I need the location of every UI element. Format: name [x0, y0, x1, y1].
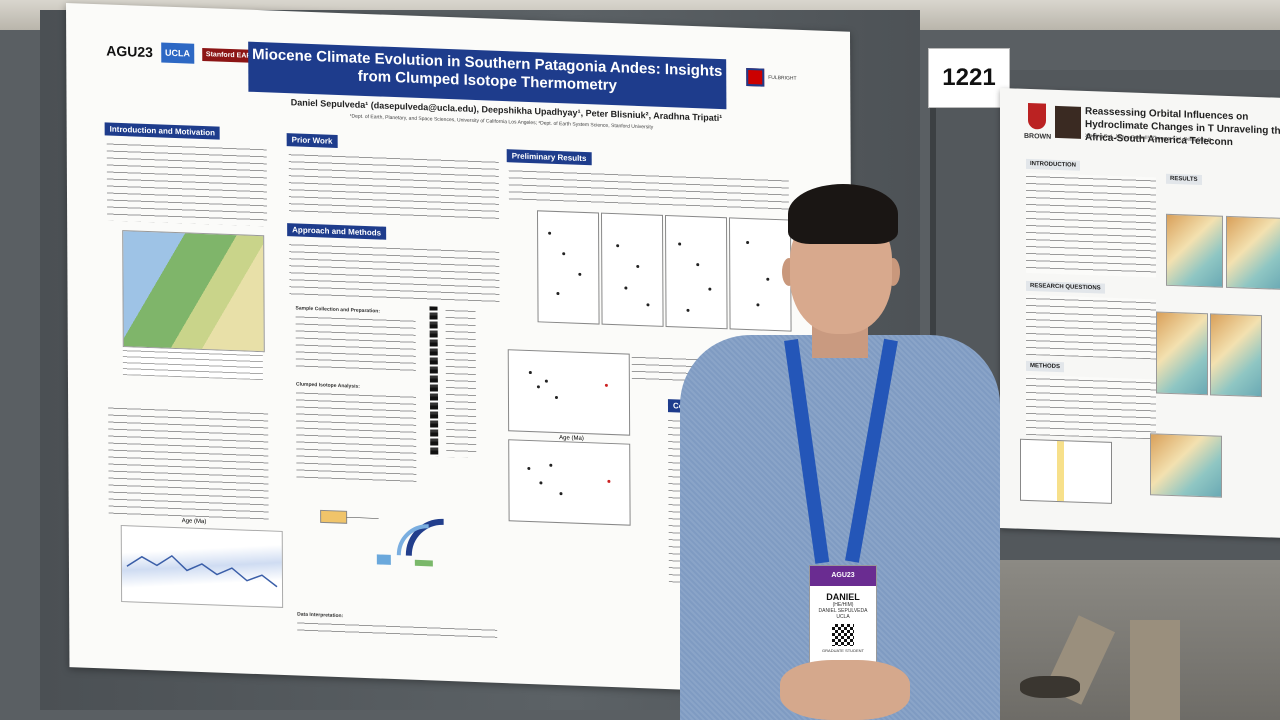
qr-code-icon: [832, 624, 854, 646]
data-point: [549, 463, 553, 467]
booth-number-sign: 1221: [928, 48, 1010, 108]
badge-role: GRADUATE STUDENT: [822, 648, 864, 653]
approach-text: [289, 241, 500, 305]
background-person-leg: [1130, 620, 1180, 720]
poster-right-logos: FULBRIGHT: [746, 67, 816, 89]
co2-curve-figure: [126, 554, 278, 588]
sample-text: [295, 313, 416, 376]
data-point: [536, 385, 540, 389]
research-poster-left: AGU23 UCLA Stanford EARTH Miocene Climat…: [66, 3, 854, 696]
name-badge: AGU23 DANIEL (HE/HIM) DANIEL SEPULVEDA U…: [809, 565, 877, 669]
badge-fullname: DANIEL SEPULVEDA: [818, 608, 868, 614]
prior-work-text: [288, 151, 500, 223]
section-approach-header: Approach and Methods: [287, 223, 387, 240]
ucla-logo: UCLA: [160, 42, 194, 64]
intro-text: [106, 140, 268, 227]
stratigraphic-column-figure: [429, 306, 439, 457]
agu-logo: AGU23: [106, 42, 153, 61]
co2-age-figure: Age (Ma): [120, 518, 284, 608]
data-point: [624, 286, 628, 290]
presenter-person: AGU23 DANIEL (HE/HIM) DANIEL SEPULVEDA U…: [680, 170, 1000, 720]
data-point: [554, 395, 558, 400]
scatter-plot-panel: [600, 212, 664, 327]
data-point: [539, 481, 543, 485]
badge-event: AGU23: [810, 566, 876, 586]
fulbright-logo: FULBRIGHT: [768, 74, 797, 82]
data-point: [527, 466, 531, 471]
chile-flag-icon: [746, 67, 765, 87]
clasped-hands: [780, 660, 910, 720]
data-point: [616, 244, 620, 248]
data-point: [528, 370, 532, 375]
interp-text: [297, 619, 498, 641]
p2-intro-text: [1026, 172, 1156, 278]
data-point: [607, 479, 611, 483]
badge-pronoun: (HE/HIM): [832, 602, 854, 608]
p2-section-methods: METHODS: [1026, 360, 1064, 373]
data-point: [646, 303, 650, 307]
data-point: [636, 264, 640, 269]
section-prelim-header: Preliminary Results: [506, 149, 592, 166]
clumped-isotope-diagram: [320, 509, 444, 567]
data-point: [559, 492, 563, 496]
map-legend: [122, 347, 263, 381]
data-point: [562, 252, 566, 256]
p2-map-figure: [1210, 313, 1262, 398]
scatter-plot-panel: [536, 210, 600, 325]
hair: [788, 184, 898, 244]
geologic-map-figure: [122, 230, 265, 353]
background-person-shoe: [1020, 676, 1080, 698]
badge-org: UCLA: [836, 614, 850, 620]
p2-methods-text: [1026, 374, 1156, 440]
p2-questions-text: [1026, 294, 1156, 360]
data-point: [578, 272, 582, 276]
column-labels: [445, 306, 477, 459]
brown-crest-icon: [1028, 102, 1046, 130]
intro-text-2: [108, 404, 269, 521]
research-poster-right: BROWN Reassessing Orbital Influences on …: [1000, 88, 1280, 539]
brown-logo: BROWN: [1024, 132, 1052, 141]
data-point: [556, 291, 560, 296]
p2-map-figure: [1226, 215, 1280, 290]
poster-logos: AGU23 UCLA Stanford EARTH: [106, 40, 265, 66]
data-point: [548, 231, 552, 235]
author-photo: [1055, 105, 1081, 139]
p2-map-figure: [1156, 311, 1208, 396]
badge-name: DANIEL: [826, 592, 860, 602]
p2-section-results: RESULTS: [1166, 173, 1202, 186]
section-intro-header: Introduction and Motivation: [104, 122, 221, 140]
data-point: [544, 379, 548, 383]
age-axis-label: Age (Ma): [181, 518, 207, 526]
p2-section-questions: RESEARCH QUESTIONS: [1026, 280, 1105, 294]
p2-section-intro: INTRODUCTION: [1026, 158, 1080, 171]
section-prior-header: Prior Work: [286, 133, 338, 148]
p2-line-plot: [1020, 438, 1112, 504]
p2-map-figure: [1150, 433, 1222, 498]
temperature-age-plot: Age (Ma): [507, 349, 631, 442]
data-point: [604, 383, 608, 387]
d18o-age-plot: [508, 439, 631, 526]
p2-map-figure: [1166, 213, 1223, 288]
clumped-text: [295, 389, 417, 484]
